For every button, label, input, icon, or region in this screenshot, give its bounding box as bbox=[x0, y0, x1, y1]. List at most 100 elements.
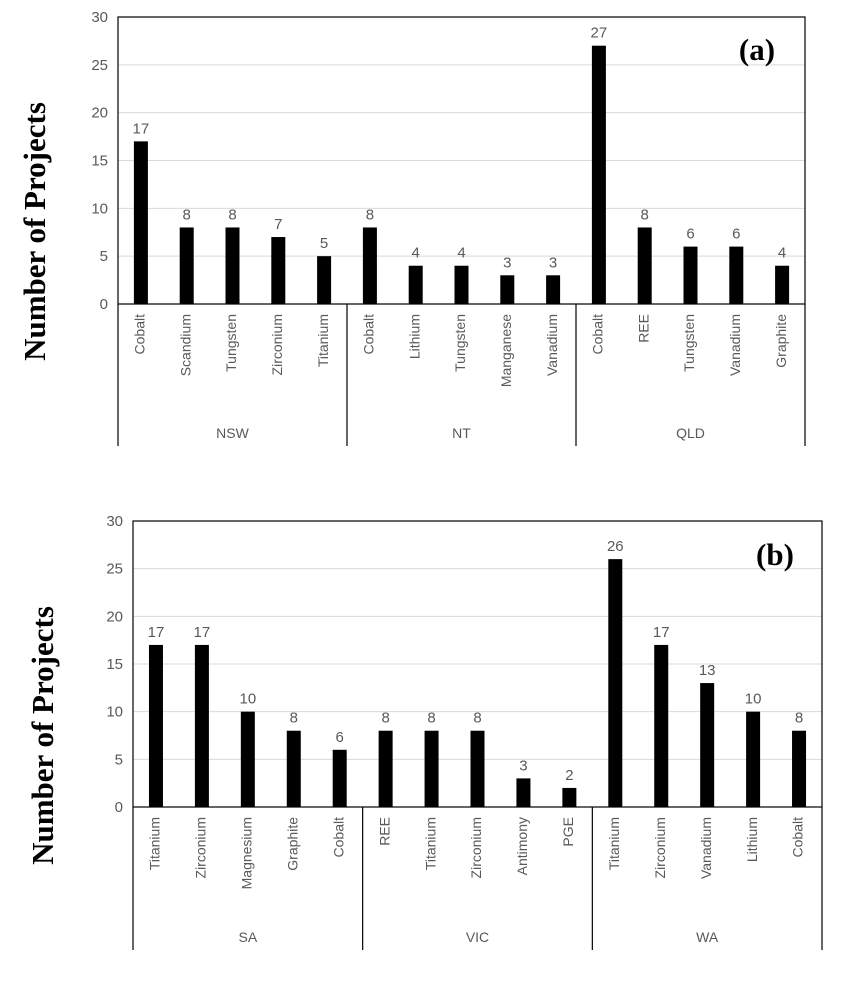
group-label: NT bbox=[452, 425, 471, 441]
panel-label: (a) bbox=[739, 32, 775, 67]
bar-nsw-scandium bbox=[179, 227, 194, 304]
bar-wa-lithium bbox=[746, 711, 761, 807]
bar-nt-tungsten bbox=[454, 265, 469, 304]
bar-vic-antimony bbox=[516, 778, 531, 807]
y-tick-label: 20 bbox=[91, 105, 108, 122]
bar-nsw-zirconium bbox=[271, 237, 286, 304]
category-label: Titanium bbox=[315, 314, 331, 367]
data-label: 8 bbox=[795, 710, 803, 727]
category-label: Graphite bbox=[284, 817, 300, 871]
bar-qld-graphite bbox=[775, 265, 790, 304]
bar-nt-lithium bbox=[408, 265, 423, 304]
category-label: Titanium bbox=[606, 817, 622, 870]
category-label: Magnesium bbox=[239, 817, 255, 889]
y-tick-label: 10 bbox=[91, 200, 108, 217]
group-label: WA bbox=[696, 929, 719, 945]
bar-nsw-cobalt bbox=[133, 141, 148, 304]
bar-vic-pge bbox=[562, 787, 577, 807]
bar-sa-zirconium bbox=[194, 644, 209, 807]
data-label: 8 bbox=[427, 710, 435, 727]
bar-sa-cobalt bbox=[332, 749, 347, 807]
category-label: REE bbox=[376, 817, 392, 846]
panel-label: (b) bbox=[756, 537, 794, 572]
data-label: 3 bbox=[503, 254, 511, 271]
category-label: Cobalt bbox=[361, 314, 377, 355]
data-label: 3 bbox=[519, 757, 527, 774]
data-label: 6 bbox=[686, 226, 694, 243]
y-tick-label: 10 bbox=[106, 704, 123, 721]
data-label: 17 bbox=[194, 624, 211, 641]
bar-wa-vanadium bbox=[700, 683, 715, 807]
data-label: 8 bbox=[183, 206, 191, 223]
data-label: 8 bbox=[290, 710, 298, 727]
bar-wa-zirconium bbox=[654, 644, 669, 807]
data-label: 17 bbox=[133, 120, 150, 137]
bar-nsw-tungsten bbox=[225, 227, 240, 304]
bar-nsw-titanium bbox=[317, 256, 332, 304]
data-label: 17 bbox=[653, 624, 670, 641]
category-label: Cobalt bbox=[132, 314, 148, 355]
data-label: 4 bbox=[412, 245, 420, 262]
data-label: 4 bbox=[778, 245, 786, 262]
y-tick-label: 15 bbox=[106, 656, 123, 673]
data-label: 13 bbox=[699, 662, 716, 679]
category-label: Tungsten bbox=[452, 314, 468, 372]
y-tick-label: 20 bbox=[106, 608, 123, 625]
data-label: 10 bbox=[745, 691, 762, 708]
category-label: Zirconium bbox=[193, 817, 209, 878]
data-label: 3 bbox=[549, 254, 557, 271]
y-axis-title: Number of Projects bbox=[17, 102, 52, 361]
data-label: 8 bbox=[381, 710, 389, 727]
category-label: Vanadium bbox=[544, 314, 560, 376]
data-label: 10 bbox=[239, 691, 256, 708]
chart-panel-b: 0 5 10 15 20 25 30 Number of Projects (b) 17 Titan… bbox=[25, 513, 823, 950]
group-label: NSW bbox=[216, 425, 249, 441]
category-label: Titanium bbox=[422, 817, 438, 870]
bar-qld-ree bbox=[637, 227, 652, 304]
bar-qld-cobalt bbox=[591, 45, 606, 304]
bar-nt-manganese bbox=[500, 275, 515, 304]
y-tick-label: 30 bbox=[91, 9, 108, 26]
category-label: Cobalt bbox=[330, 817, 346, 858]
category-label: Zirconium bbox=[269, 314, 285, 375]
data-label: 4 bbox=[457, 245, 465, 262]
data-label: 8 bbox=[641, 206, 649, 223]
y-tick-label: 25 bbox=[91, 57, 108, 74]
data-label: 17 bbox=[148, 624, 165, 641]
y-tick-label: 5 bbox=[100, 248, 108, 265]
y-tick-label: 30 bbox=[106, 513, 123, 530]
category-label: Vanadium bbox=[727, 314, 743, 376]
category-label: Lithium bbox=[406, 314, 422, 359]
y-tick-label: 0 bbox=[115, 799, 123, 816]
y-tick-label: 25 bbox=[106, 561, 123, 578]
category-label: Cobalt bbox=[590, 314, 606, 355]
data-label: 6 bbox=[336, 729, 344, 746]
data-label: 27 bbox=[591, 25, 608, 42]
data-label: 6 bbox=[732, 226, 740, 243]
data-label: 8 bbox=[473, 710, 481, 727]
category-label: Vanadium bbox=[698, 817, 714, 879]
category-label: Tungsten bbox=[681, 314, 697, 372]
data-label: 8 bbox=[366, 206, 374, 223]
bar-nt-vanadium bbox=[546, 275, 561, 304]
bar-sa-graphite bbox=[286, 730, 301, 807]
chart-panel-a: 0 5 10 15 20 25 30 Number of Projects (a) 17 Cobal… bbox=[17, 9, 806, 446]
y-tick-label: 0 bbox=[100, 296, 108, 313]
data-label: 7 bbox=[274, 216, 282, 233]
category-label: Antimony bbox=[514, 817, 530, 875]
data-label: 2 bbox=[565, 767, 573, 784]
bar-sa-titanium bbox=[148, 644, 163, 807]
category-label: Lithium bbox=[744, 817, 760, 862]
bar-qld-vanadium bbox=[729, 246, 744, 304]
bar-wa-cobalt bbox=[792, 730, 807, 807]
category-label: PGE bbox=[560, 817, 576, 847]
category-label: Titanium bbox=[147, 817, 163, 870]
data-label: 5 bbox=[320, 235, 328, 252]
bar-vic-ree bbox=[378, 730, 393, 807]
category-label: Cobalt bbox=[790, 817, 806, 858]
bar-wa-titanium bbox=[608, 559, 623, 807]
y-axis-title: Number of Projects bbox=[25, 606, 60, 865]
category-label: Scandium bbox=[177, 314, 193, 376]
category-label: REE bbox=[635, 314, 651, 343]
